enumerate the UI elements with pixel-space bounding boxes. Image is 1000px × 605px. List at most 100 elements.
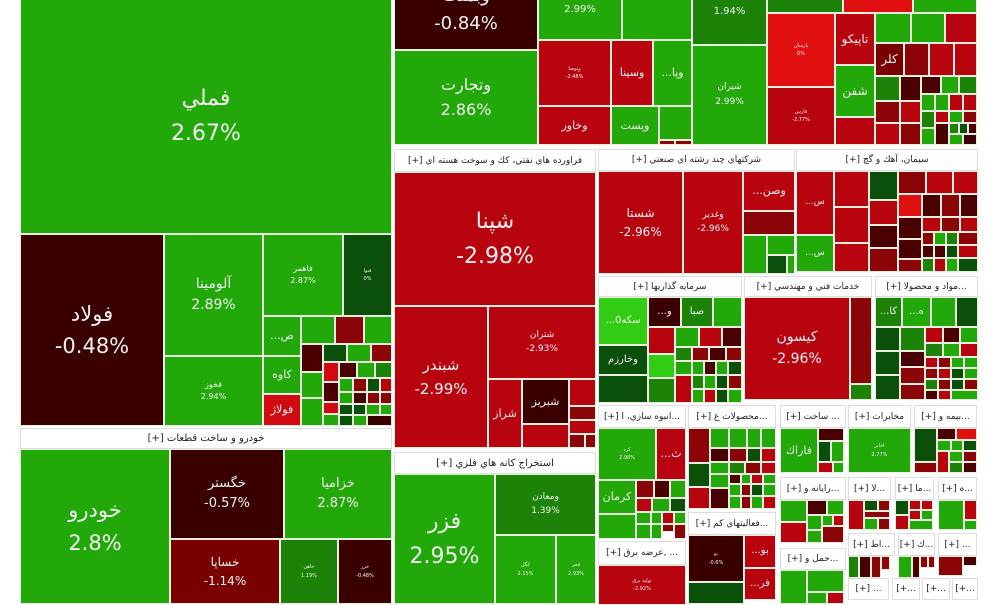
stock-tile-mg20[interactable] (763, 474, 776, 484)
stock-tile-m22[interactable] (353, 392, 367, 404)
stock-tile-bi4[interactable] (937, 440, 951, 451)
stock-tile-mg23[interactable] (741, 484, 751, 496)
stock-tile-s29[interactable] (922, 258, 934, 272)
stock-tile-p18[interactable] (935, 94, 949, 111)
stock-tile-an10[interactable] (662, 512, 674, 524)
stock-tile-p1[interactable] (835, 117, 875, 145)
stock-tile-p19[interactable] (949, 94, 963, 111)
stock-tile-c1[interactable] (743, 211, 795, 235)
stock-tile-q24[interactable] (925, 379, 938, 390)
stock-tile-la3[interactable] (878, 500, 890, 511)
stock-tile-c4[interactable] (767, 255, 787, 274)
stock-tile-sim1[interactable]: ...س (796, 171, 834, 235)
stock-tile-s20[interactable] (960, 217, 978, 232)
stock-tile-m27[interactable] (366, 404, 380, 415)
sector-header-sarmaye[interactable]: سرمايه گذاريها [+] (598, 276, 742, 297)
stock-tile-mg9[interactable] (729, 448, 747, 462)
stock-tile-b4[interactable] (659, 140, 675, 145)
stock-tile-la4[interactable] (864, 511, 890, 518)
sector-header-sakht[interactable]: ... ساخت [+] (780, 405, 846, 428)
stock-tile-parsan[interactable]: پارسان 0% (767, 13, 835, 87)
stock-tile-p30[interactable] (949, 134, 963, 145)
stock-tile-bi11[interactable] (949, 462, 963, 473)
stock-tile-m8[interactable] (301, 372, 323, 398)
stock-tile-barq1[interactable]: توليد برق -2.92% (598, 565, 686, 605)
stock-tile-khzar[interactable]: خزر -0.48% (338, 539, 392, 604)
stock-tile-p4[interactable] (945, 13, 977, 43)
stock-tile-r15[interactable] (675, 375, 692, 403)
stock-tile-p12[interactable] (959, 76, 977, 94)
stock-tile-s9[interactable] (926, 171, 953, 194)
stock-tile-s10[interactable] (953, 171, 978, 194)
stock-tile-q26[interactable] (951, 379, 964, 390)
stock-tile-fk4[interactable] (688, 582, 744, 604)
stock-tile-mg28[interactable] (751, 496, 763, 509)
stock-tile-q25[interactable] (938, 379, 951, 390)
sector-header-dd[interactable]: ... [+] (938, 533, 977, 556)
stock-tile-m23[interactable] (367, 392, 380, 404)
stock-tile-r27[interactable] (728, 389, 742, 403)
stock-tile-ka2[interactable] (912, 556, 920, 578)
stock-tile-m29[interactable] (339, 415, 353, 426)
stock-tile-m13[interactable] (323, 382, 339, 402)
stock-tile-ta4[interactable] (881, 556, 890, 570)
stock-tile-mg3[interactable] (688, 487, 710, 509)
stock-tile-vkharazm[interactable]: وخارزم (598, 345, 648, 375)
stock-tile-s1[interactable] (834, 171, 869, 207)
stock-tile-m3[interactable] (364, 316, 392, 344)
stock-tile-p10[interactable] (921, 76, 941, 94)
stock-tile-r26[interactable] (716, 389, 728, 403)
stock-tile-s25[interactable] (922, 245, 934, 258)
stock-tile-ra1[interactable] (780, 500, 807, 522)
stock-tile-bi3[interactable] (956, 428, 977, 440)
stock-tile-sim2[interactable]: ...س (796, 235, 834, 272)
stock-tile-r1[interactable] (598, 375, 648, 403)
stock-tile-fk2[interactable]: ...بو (744, 535, 776, 568)
stock-tile-an14[interactable] (662, 524, 674, 532)
stock-tile-fkhooz[interactable]: فخوز 2.94% (164, 356, 263, 426)
stock-tile-p22[interactable] (935, 111, 949, 123)
sector-header-e2[interactable]: ...+] (892, 578, 920, 600)
stock-tile-m31[interactable] (367, 415, 392, 426)
sector-header-anbooh[interactable]: ...انبوه سازي، ا [+] (598, 405, 686, 428)
stock-tile-m24[interactable] (380, 392, 392, 404)
stock-tile-anb2[interactable]: ...ث (656, 428, 686, 480)
stock-tile-fnva[interactable]: فنوا 0% (343, 234, 392, 316)
stock-tile-m20[interactable] (323, 414, 339, 426)
stock-tile-ka3[interactable] (920, 556, 928, 568)
stock-tile-bi1[interactable] (914, 428, 937, 462)
stock-tile-ka4[interactable] (928, 556, 935, 568)
sector-header-mokhaberat[interactable]: مخابرات [+] (848, 405, 911, 428)
stock-tile-vghadir[interactable]: وغدير -2.96% (683, 171, 743, 274)
stock-tile-an3[interactable] (654, 480, 670, 498)
stock-tile-m28[interactable] (380, 404, 392, 415)
stock-tile-ra2[interactable] (807, 500, 827, 515)
stock-tile-mg15[interactable] (761, 462, 776, 474)
stock-tile-ta2[interactable] (859, 556, 871, 578)
stock-tile-q9[interactable] (960, 327, 978, 343)
stock-tile-hm3[interactable] (807, 592, 827, 604)
stock-tile-r10[interactable] (675, 347, 692, 361)
stock-tile-sh3[interactable] (569, 406, 596, 420)
sector-header-haml[interactable]: ...حمل و [+] (780, 548, 846, 570)
stock-tile-kaveh[interactable]: كاوه (263, 356, 301, 394)
sector-header-la[interactable]: ...لا [+] (848, 477, 891, 500)
stock-tile-bi9[interactable] (949, 451, 963, 462)
sector-header-khodro[interactable]: خودرو و ساخت قطعات [+] (20, 428, 392, 449)
stock-tile-q18[interactable] (951, 357, 964, 368)
stock-tile-q10[interactable] (900, 351, 925, 367)
sector-header-he[interactable]: ...ه [+] (938, 477, 977, 500)
stock-tile-mg11[interactable] (761, 448, 776, 462)
stock-tile-mg7[interactable] (761, 428, 776, 448)
stock-tile-shbriz[interactable]: شبريز (522, 379, 569, 424)
stock-tile-kerman[interactable]: كرمان (598, 480, 636, 514)
stock-tile-khzamia[interactable]: خزاميا 2.87% (284, 449, 392, 539)
stock-tile-ta1[interactable] (848, 556, 859, 578)
stock-tile-c3[interactable] (767, 235, 795, 255)
stock-tile-vsan[interactable]: ...وصن (743, 171, 795, 211)
stock-tile-kolor[interactable]: كلر (875, 43, 904, 76)
stock-tile-fahmer[interactable]: فاهمر 2.87% (263, 234, 343, 316)
stock-tile-bi6[interactable] (963, 440, 977, 451)
stock-tile-shasta[interactable]: شستا -2.96% (598, 171, 683, 274)
stock-tile-kaa[interactable]: ...كا (875, 297, 902, 327)
